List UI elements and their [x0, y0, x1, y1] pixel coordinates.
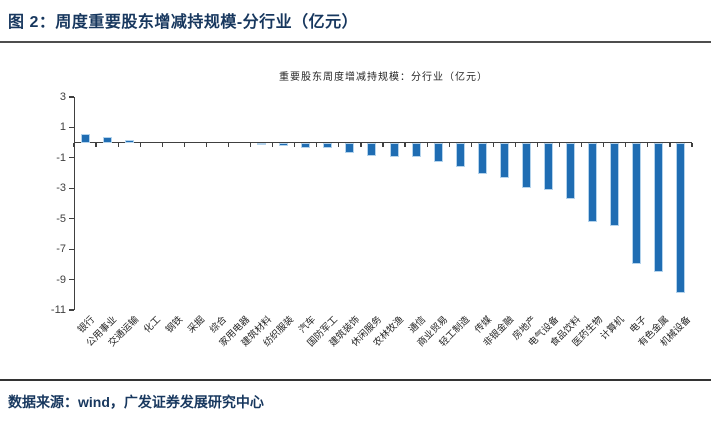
bar-公用事业	[102, 136, 112, 143]
x-category-label: 化工	[142, 314, 164, 336]
x-category-label: 计算机	[598, 314, 627, 343]
y-tick-mark	[69, 248, 74, 250]
bar-计算机	[610, 142, 620, 227]
bar-电子	[632, 142, 642, 265]
x-tick-mark	[581, 143, 583, 147]
footer-divider	[0, 379, 711, 381]
x-tick-mark	[360, 143, 362, 147]
y-tick-label: -11	[50, 304, 66, 316]
header-divider	[0, 41, 711, 43]
y-tick-label: -9	[56, 273, 66, 286]
x-category-label: 钢铁	[164, 314, 186, 336]
x-tick-mark	[205, 143, 208, 147]
x-tick-mark	[691, 143, 693, 147]
bar-农林牧渔	[389, 142, 399, 158]
x-tick-mark	[117, 143, 119, 147]
x-tick-mark	[161, 143, 163, 147]
bar-医药生物	[588, 142, 598, 222]
x-tick-mark	[139, 143, 141, 147]
y-tick-label: 3	[59, 91, 66, 103]
bar-轻工制造	[455, 142, 465, 167]
bar-食品饮料	[566, 142, 576, 199]
y-tick-label: -5	[56, 212, 66, 225]
y-tick-mark	[69, 126, 74, 129]
bar-传媒	[477, 142, 487, 174]
x-tick-mark	[316, 143, 318, 147]
bar-国防军工	[323, 142, 333, 148]
y-tick-label: -7	[56, 243, 66, 256]
x-tick-mark	[558, 143, 561, 147]
x-tick-mark	[382, 143, 384, 147]
x-category-label: 采掘	[186, 314, 208, 336]
x-tick-mark	[426, 143, 428, 147]
figure-caption: 图 2：周度重要股东增减持规模-分行业（亿元）	[8, 14, 359, 31]
x-tick-mark	[669, 143, 671, 147]
x-tick-mark	[73, 143, 75, 147]
x-tick-mark	[625, 143, 627, 147]
x-tick-mark	[227, 143, 230, 147]
x-tick-mark	[514, 143, 517, 147]
y-tick-mark	[69, 309, 74, 311]
x-tick-mark	[294, 143, 296, 147]
x-tick-mark	[492, 143, 494, 147]
y-axis	[73, 97, 75, 310]
x-tick-mark	[404, 143, 406, 147]
x-tick-mark	[272, 143, 274, 147]
bar-休闲服务	[367, 142, 377, 156]
x-tick-mark	[249, 143, 252, 147]
y-tick-mark	[69, 278, 74, 281]
x-tick-mark	[470, 143, 472, 147]
x-tick-mark	[338, 143, 340, 147]
bar-商业贸易	[433, 142, 443, 162]
x-tick-mark	[536, 143, 539, 147]
bar-建筑材料	[257, 142, 267, 145]
bar-通信	[411, 142, 421, 158]
bar-交通运输	[124, 140, 134, 143]
y-tick-label: -3	[56, 182, 66, 195]
y-tick-label: -1	[56, 151, 66, 164]
y-tick-mark	[69, 157, 74, 159]
bar-房地产	[521, 142, 531, 188]
x-tick-mark	[603, 143, 605, 147]
x-tick-mark	[183, 143, 185, 147]
bar-纺织服装	[279, 142, 289, 147]
y-tick-label: 1	[59, 121, 66, 134]
x-axis	[74, 141, 692, 144]
x-tick-mark	[448, 143, 450, 147]
y-tick-mark	[69, 96, 74, 98]
bar-银行	[80, 133, 90, 143]
bar-汽车	[301, 142, 311, 148]
bar-非银金融	[499, 142, 509, 178]
data-source-note: 数据来源：wind，广发证券发展研究中心	[8, 394, 264, 410]
bar-机械设备	[676, 142, 686, 294]
chart-title: 重要股东周度增减持规模：分行业（亿元）	[279, 72, 488, 83]
y-tick-mark	[69, 187, 74, 189]
bar-建筑装饰	[345, 142, 355, 153]
y-tick-mark	[69, 218, 74, 220]
x-tick-mark	[95, 143, 97, 147]
x-tick-mark	[647, 143, 649, 147]
bar-电气设备	[544, 142, 554, 190]
bar-有色金属	[654, 142, 664, 272]
